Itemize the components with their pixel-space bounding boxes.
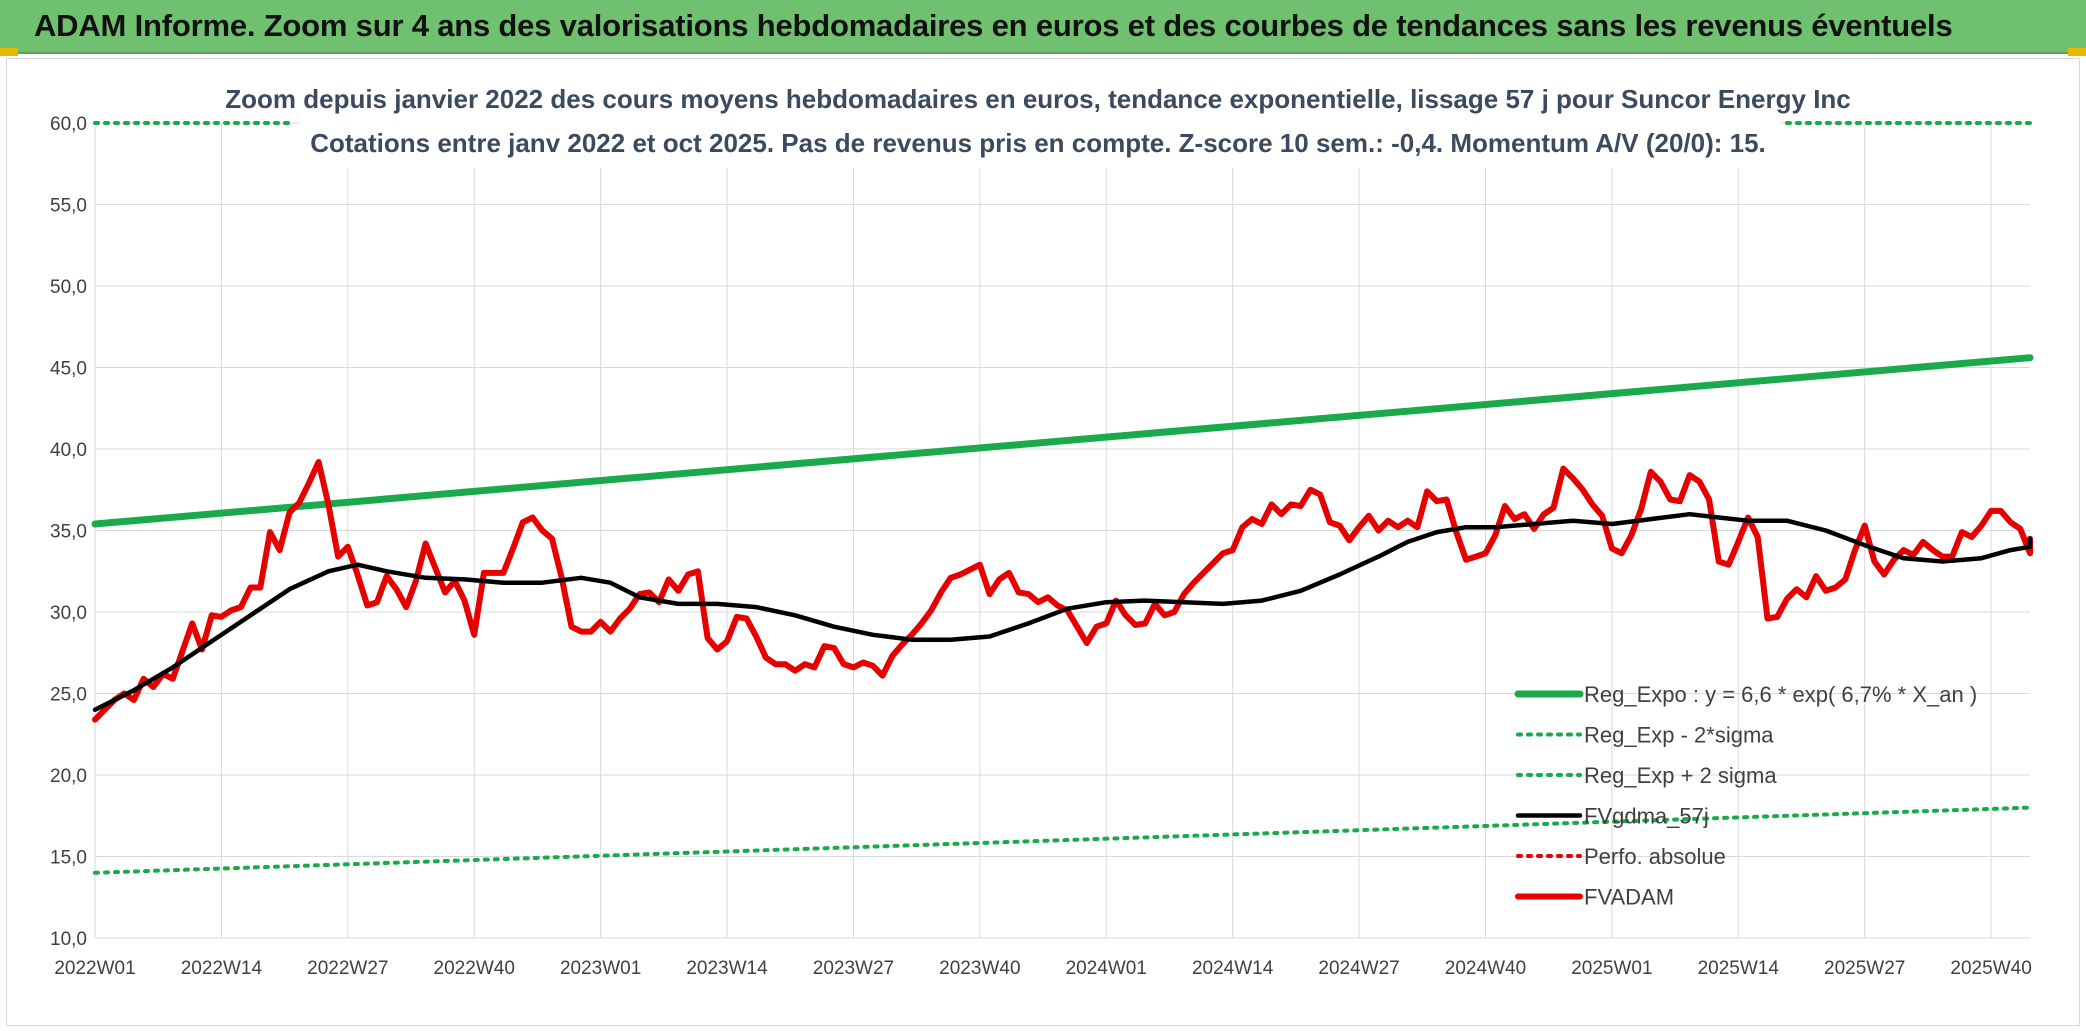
series-line-solid-green: [91, 354, 2034, 528]
title-banner: ADAM Informe. Zoom sur 4 ans des valoris…: [0, 0, 2086, 56]
legend-label: Reg_Expo : y = 6,6 * exp( 6,7% * X_an ): [1584, 682, 1977, 707]
x-tick-label: 2023W27: [813, 958, 894, 979]
x-tick-label: 2023W40: [939, 958, 1020, 979]
x-tick-label: 2023W14: [686, 958, 768, 979]
x-tick-label: 2025W01: [1571, 958, 1652, 979]
legend-label: Perfo. absolue: [1584, 844, 1726, 869]
chart-subtitle-line-1: Zoom depuis janvier 2022 des cours moyen…: [225, 84, 1851, 114]
legend-label: FVADAM: [1584, 885, 1674, 910]
y-tick-label: 20,0: [50, 766, 87, 787]
x-tick-label: 2024W01: [1066, 958, 1147, 979]
y-tick-label: 60,0: [50, 114, 87, 135]
y-tick-label: 45,0: [50, 359, 87, 380]
x-tick-label: 2025W40: [1950, 958, 2031, 979]
y-tick-label: 50,0: [50, 277, 87, 298]
y-tick-label: 25,0: [50, 685, 87, 706]
x-tick-label: 2022W40: [434, 958, 515, 979]
y-tick-label: 55,0: [50, 196, 87, 217]
x-tick-label: 2024W27: [1318, 958, 1399, 979]
y-tick-label: 30,0: [50, 603, 87, 624]
series-lines: [91, 121, 2034, 875]
y-tick-label: 35,0: [50, 522, 87, 543]
y-tick-label: 40,0: [50, 440, 87, 461]
x-tick-label: 2024W40: [1445, 958, 1526, 979]
legend: Reg_Expo : y = 6,6 * exp( 6,7% * X_an ) R…: [1514, 682, 1977, 910]
x-axis-ticks: 2022W01 2022W14 2022W27 2022W40 2023W01 2023W…: [54, 958, 2031, 979]
y-tick-label: 10,0: [50, 929, 87, 950]
y-tick-label: 15,0: [50, 848, 87, 869]
y-axis-ticks: 10,0 15,0 20,0 25,0 30,0 35,0 40,0 45,0 50,0 55,0…: [50, 114, 87, 950]
x-tick-label: 2022W01: [54, 958, 135, 979]
chart-subtitle-line-2: Cotations entre janv 2022 et oct 2025. P…: [310, 128, 1766, 158]
chart-area: [6, 58, 2080, 1026]
x-tick-label: 2025W27: [1824, 958, 1905, 979]
banner-corner-left: [0, 48, 18, 56]
banner-corner-right: [2068, 48, 2086, 56]
series-line-solid-black: [92, 511, 2033, 713]
legend-label: FVgdma_57j: [1584, 804, 1709, 829]
x-tick-label: 2022W27: [307, 958, 388, 979]
x-tick-label: 2023W01: [560, 958, 641, 979]
legend-label: Reg_Exp - 2*sigma: [1584, 723, 1774, 748]
subtitle-background: [300, 76, 1780, 168]
x-tick-label: 2024W14: [1192, 958, 1274, 979]
legend-label: Reg_Exp + 2 sigma: [1584, 763, 1777, 788]
series-line-solid-red: [92, 459, 2033, 723]
series-line-dotted-green: [93, 805, 2032, 875]
x-tick-label: 2025W14: [1698, 958, 1780, 979]
report-title: ADAM Informe. Zoom sur 4 ans des valoris…: [34, 8, 1953, 43]
x-tick-label: 2022W14: [181, 958, 263, 979]
